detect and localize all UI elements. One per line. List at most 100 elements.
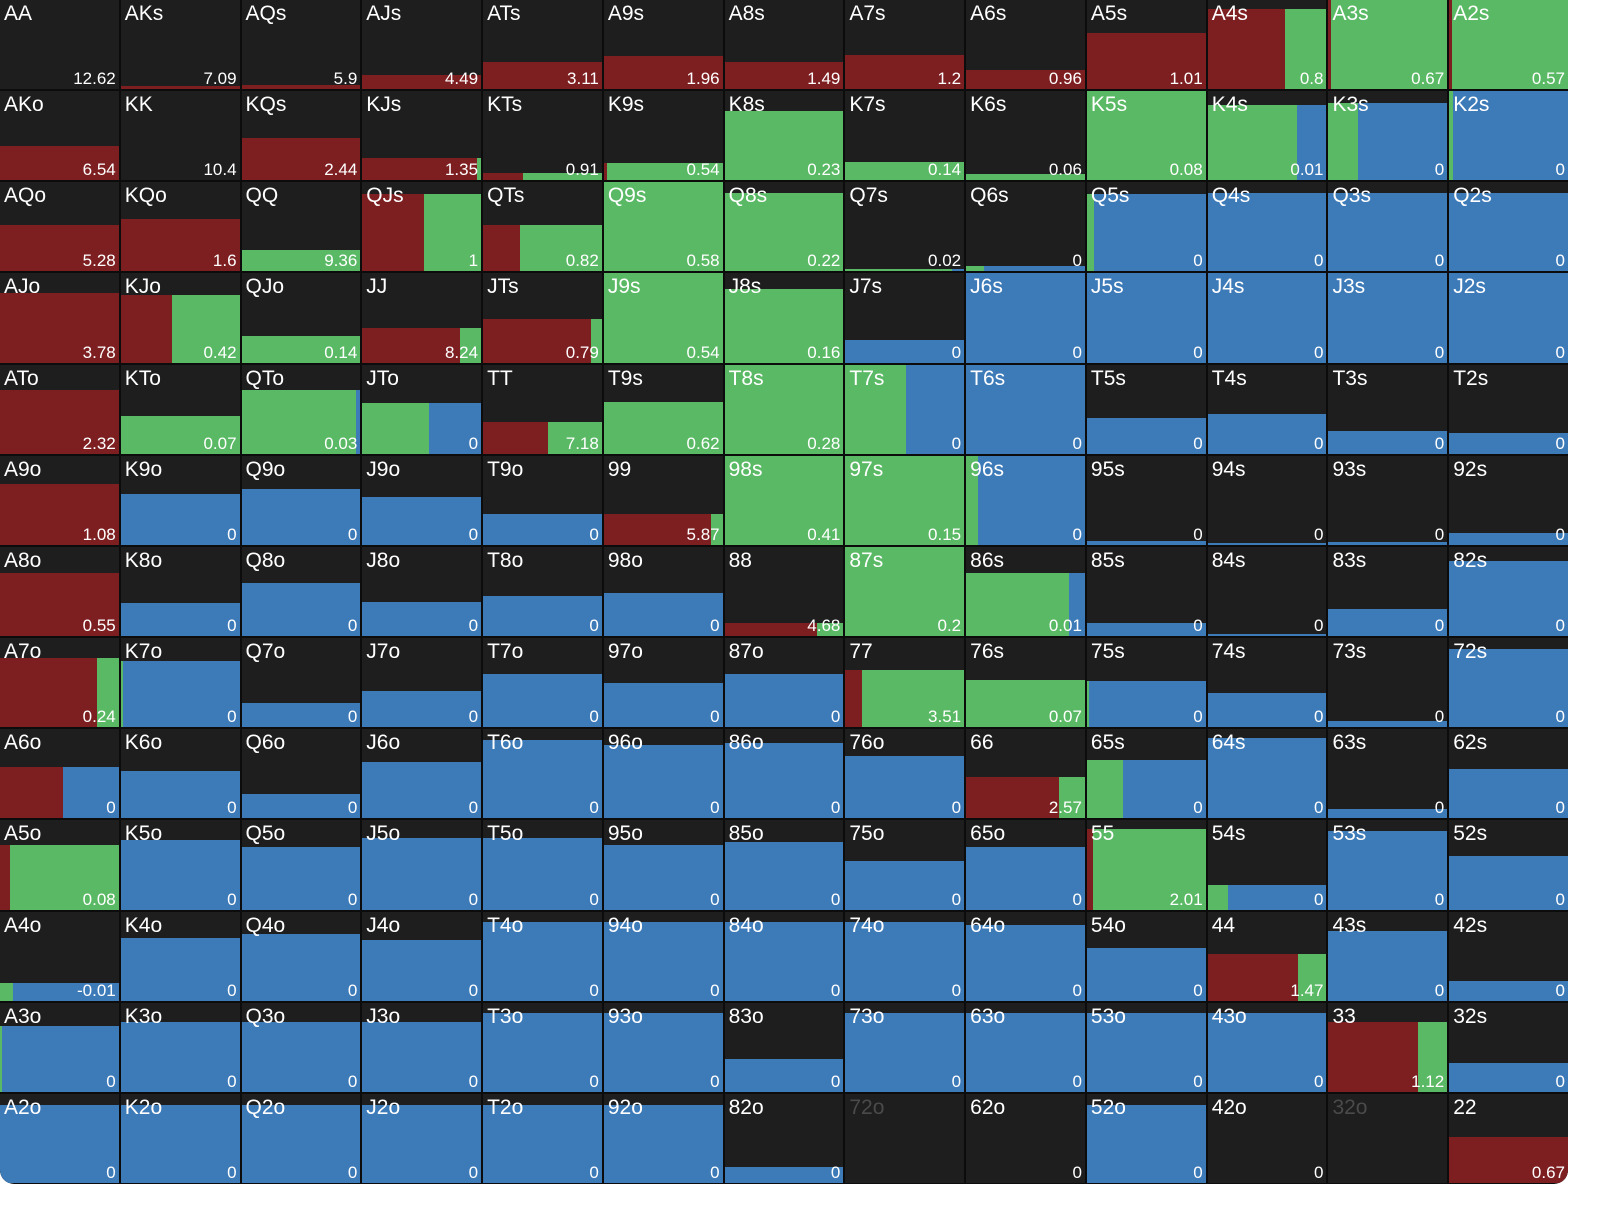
hand-cell[interactable]: 93o 0 bbox=[603, 1002, 723, 1092]
hand-cell[interactable]: 74s 0 bbox=[1207, 638, 1327, 728]
hand-cell[interactable]: QQ 9.36 bbox=[241, 182, 361, 272]
hand-cell[interactable]: 65s 0 bbox=[1086, 729, 1206, 819]
hand-cell[interactable]: 84o 0 bbox=[724, 911, 844, 1001]
hand-cell[interactable]: 53o 0 bbox=[1086, 1002, 1206, 1092]
hand-cell[interactable]: AKs 7.09 bbox=[120, 0, 240, 90]
hand-cell[interactable]: A4s 0.8 bbox=[1207, 0, 1327, 90]
hand-cell[interactable]: 32s 0 bbox=[1449, 1002, 1568, 1092]
hand-cell[interactable]: T4s 0 bbox=[1207, 364, 1327, 454]
hand-cell[interactable]: K6s 0.06 bbox=[966, 91, 1085, 181]
hand-cell[interactable]: A9o 1.08 bbox=[0, 455, 119, 545]
hand-cell[interactable]: KTs 0.91 bbox=[483, 91, 602, 181]
hand-cell[interactable]: 54o 0 bbox=[1086, 911, 1206, 1001]
hand-cell[interactable]: K7s 0.14 bbox=[845, 91, 965, 181]
hand-cell[interactable]: 55 2.01 bbox=[1086, 820, 1206, 910]
hand-cell[interactable]: 72o bbox=[845, 1093, 965, 1183]
hand-cell[interactable]: T8s 0.28 bbox=[724, 364, 844, 454]
hand-cell[interactable]: 75o 0 bbox=[845, 820, 965, 910]
hand-cell[interactable]: J9o 0 bbox=[362, 455, 482, 545]
hand-cell[interactable]: A8o 0.55 bbox=[0, 546, 119, 637]
hand-cell[interactable]: K5o 0 bbox=[120, 820, 240, 910]
hand-cell[interactable]: 82s 0 bbox=[1449, 546, 1568, 637]
hand-cell[interactable]: 86s 0.01 bbox=[966, 546, 1085, 637]
hand-cell[interactable]: 32o bbox=[1328, 1093, 1448, 1183]
hand-cell[interactable]: K4o 0 bbox=[120, 911, 240, 1001]
hand-cell[interactable]: Q3s 0 bbox=[1328, 182, 1448, 272]
hand-cell[interactable]: JTo 0 bbox=[362, 364, 482, 454]
hand-cell[interactable]: 88 4.68 bbox=[724, 546, 844, 637]
hand-cell[interactable]: J4o 0 bbox=[362, 911, 482, 1001]
hand-cell[interactable]: J3s 0 bbox=[1328, 273, 1448, 363]
hand-cell[interactable]: 76o 0 bbox=[845, 729, 965, 819]
hand-cell[interactable]: J8o 0 bbox=[362, 546, 482, 637]
hand-cell[interactable]: AQo 5.28 bbox=[0, 182, 119, 272]
hand-cell[interactable]: 63o 0 bbox=[966, 1002, 1085, 1092]
hand-cell[interactable]: JTs 0.79 bbox=[483, 273, 602, 363]
hand-cell[interactable]: 74o 0 bbox=[845, 911, 965, 1001]
hand-cell[interactable]: A9s 1.96 bbox=[603, 0, 723, 90]
hand-cell[interactable]: A7s 1.2 bbox=[845, 0, 965, 90]
hand-cell[interactable]: K3o 0 bbox=[120, 1002, 240, 1092]
hand-cell[interactable]: K7o 0 bbox=[120, 638, 240, 728]
hand-cell[interactable]: 43o 0 bbox=[1207, 1002, 1327, 1092]
hand-cell[interactable]: J7o 0 bbox=[362, 638, 482, 728]
hand-cell[interactable]: T5s 0 bbox=[1086, 364, 1206, 454]
hand-cell[interactable]: Q5s 0 bbox=[1086, 182, 1206, 272]
hand-cell[interactable]: 83o 0 bbox=[724, 1002, 844, 1092]
hand-cell[interactable]: J4s 0 bbox=[1207, 273, 1327, 363]
hand-cell[interactable]: 93s 0 bbox=[1328, 455, 1448, 545]
hand-cell[interactable]: 72s 0 bbox=[1449, 638, 1568, 728]
hand-cell[interactable]: T6o 0 bbox=[483, 729, 602, 819]
hand-cell[interactable]: T6s 0 bbox=[966, 364, 1085, 454]
hand-cell[interactable]: 95o 0 bbox=[603, 820, 723, 910]
hand-cell[interactable]: J7s 0 bbox=[845, 273, 965, 363]
hand-cell[interactable]: T5o 0 bbox=[483, 820, 602, 910]
hand-cell[interactable]: 64s 0 bbox=[1207, 729, 1327, 819]
hand-cell[interactable]: 22 0.67 bbox=[1449, 1093, 1568, 1183]
hand-cell[interactable]: J6s 0 bbox=[966, 273, 1085, 363]
hand-cell[interactable]: 85s 0 bbox=[1086, 546, 1206, 637]
hand-cell[interactable]: K2s 0 bbox=[1449, 91, 1568, 181]
hand-cell[interactable]: K9s 0.54 bbox=[603, 91, 723, 181]
hand-cell[interactable]: J8s 0.16 bbox=[724, 273, 844, 363]
hand-cell[interactable]: QTo 0.03 bbox=[241, 364, 361, 454]
hand-cell[interactable]: J6o 0 bbox=[362, 729, 482, 819]
hand-cell[interactable]: T2o 0 bbox=[483, 1093, 602, 1183]
hand-cell[interactable]: Q8s 0.22 bbox=[724, 182, 844, 272]
hand-cell[interactable]: 94o 0 bbox=[603, 911, 723, 1001]
hand-cell[interactable]: 64o 0 bbox=[966, 911, 1085, 1001]
hand-cell[interactable]: JJ 8.24 bbox=[362, 273, 482, 363]
hand-cell[interactable]: 83s 0 bbox=[1328, 546, 1448, 637]
hand-cell[interactable]: 92s 0 bbox=[1449, 455, 1568, 545]
hand-cell[interactable]: A3s 0.67 bbox=[1328, 0, 1448, 90]
hand-cell[interactable]: A5s 1.01 bbox=[1086, 0, 1206, 90]
hand-cell[interactable]: KQs 2.44 bbox=[241, 91, 361, 181]
hand-cell[interactable]: A4o -0.01 bbox=[0, 911, 119, 1001]
hand-cell[interactable]: QJs 1 bbox=[362, 182, 482, 272]
hand-cell[interactable]: 66 2.57 bbox=[966, 729, 1085, 819]
hand-cell[interactable]: K5s 0.08 bbox=[1086, 91, 1206, 181]
hand-cell[interactable]: 98s 0.41 bbox=[724, 455, 844, 545]
hand-cell[interactable]: T8o 0 bbox=[483, 546, 602, 637]
hand-cell[interactable]: J5o 0 bbox=[362, 820, 482, 910]
hand-cell[interactable]: K6o 0 bbox=[120, 729, 240, 819]
hand-cell[interactable]: 87s 0.2 bbox=[845, 546, 965, 637]
hand-cell[interactable]: T9s 0.62 bbox=[603, 364, 723, 454]
hand-cell[interactable]: KJo 0.42 bbox=[120, 273, 240, 363]
hand-cell[interactable]: 94s 0 bbox=[1207, 455, 1327, 545]
hand-cell[interactable]: TT 7.18 bbox=[483, 364, 602, 454]
hand-cell[interactable]: T3s 0 bbox=[1328, 364, 1448, 454]
hand-cell[interactable]: A8s 1.49 bbox=[724, 0, 844, 90]
hand-cell[interactable]: Q7s 0.02 bbox=[845, 182, 965, 272]
hand-cell[interactable]: 53s 0 bbox=[1328, 820, 1448, 910]
hand-cell[interactable]: Q9o 0 bbox=[241, 455, 361, 545]
hand-cell[interactable]: 95s 0 bbox=[1086, 455, 1206, 545]
hand-cell[interactable]: 75s 0 bbox=[1086, 638, 1206, 728]
hand-cell[interactable]: K8o 0 bbox=[120, 546, 240, 637]
hand-cell[interactable]: Q5o 0 bbox=[241, 820, 361, 910]
hand-cell[interactable]: KQo 1.6 bbox=[120, 182, 240, 272]
hand-cell[interactable]: KTo 0.07 bbox=[120, 364, 240, 454]
hand-cell[interactable]: 42o 0 bbox=[1207, 1093, 1327, 1183]
hand-cell[interactable]: Q7o 0 bbox=[241, 638, 361, 728]
hand-cell[interactable]: 86o 0 bbox=[724, 729, 844, 819]
